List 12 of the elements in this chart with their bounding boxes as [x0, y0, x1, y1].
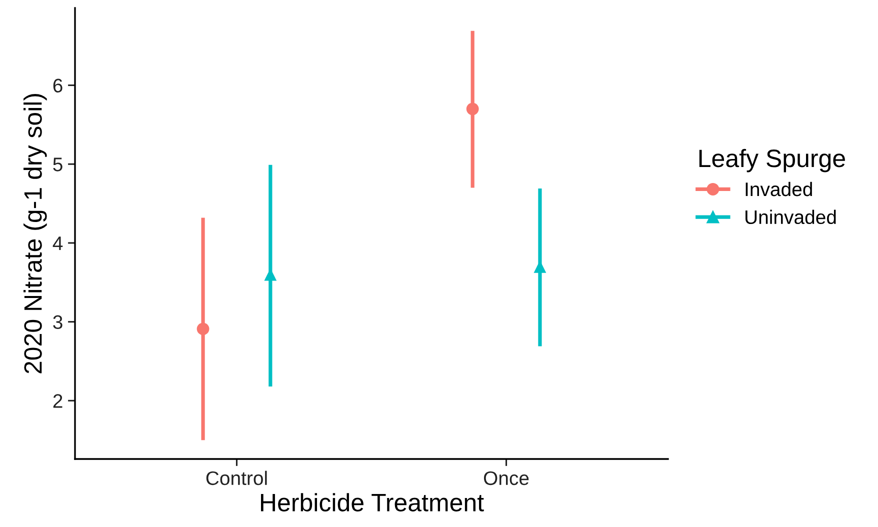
- x-axis-title: Herbicide Treatment: [261, 493, 484, 512]
- y-tick-label: 4: [52, 236, 63, 250]
- y-tick-label: 2: [53, 394, 62, 408]
- legend-title: Leafy Spurge: [699, 148, 845, 172]
- y-tick-label: 5: [53, 158, 62, 172]
- x-tick-label: Control: [206, 470, 267, 486]
- x-tick-label: Once: [484, 471, 529, 486]
- y-axis-title: 2020 Nitrate (g-1 dry soil): [24, 94, 47, 374]
- y-tick-label: 3: [53, 315, 62, 330]
- legend-label: Invaded: [746, 182, 812, 196]
- y-tick-label: 6: [53, 78, 62, 93]
- legend-label: Uninvaded: [746, 210, 836, 224]
